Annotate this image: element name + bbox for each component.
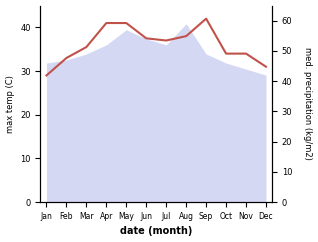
X-axis label: date (month): date (month) (120, 227, 192, 236)
Y-axis label: med. precipitation (kg/m2): med. precipitation (kg/m2) (303, 47, 313, 160)
Y-axis label: max temp (C): max temp (C) (5, 75, 15, 133)
